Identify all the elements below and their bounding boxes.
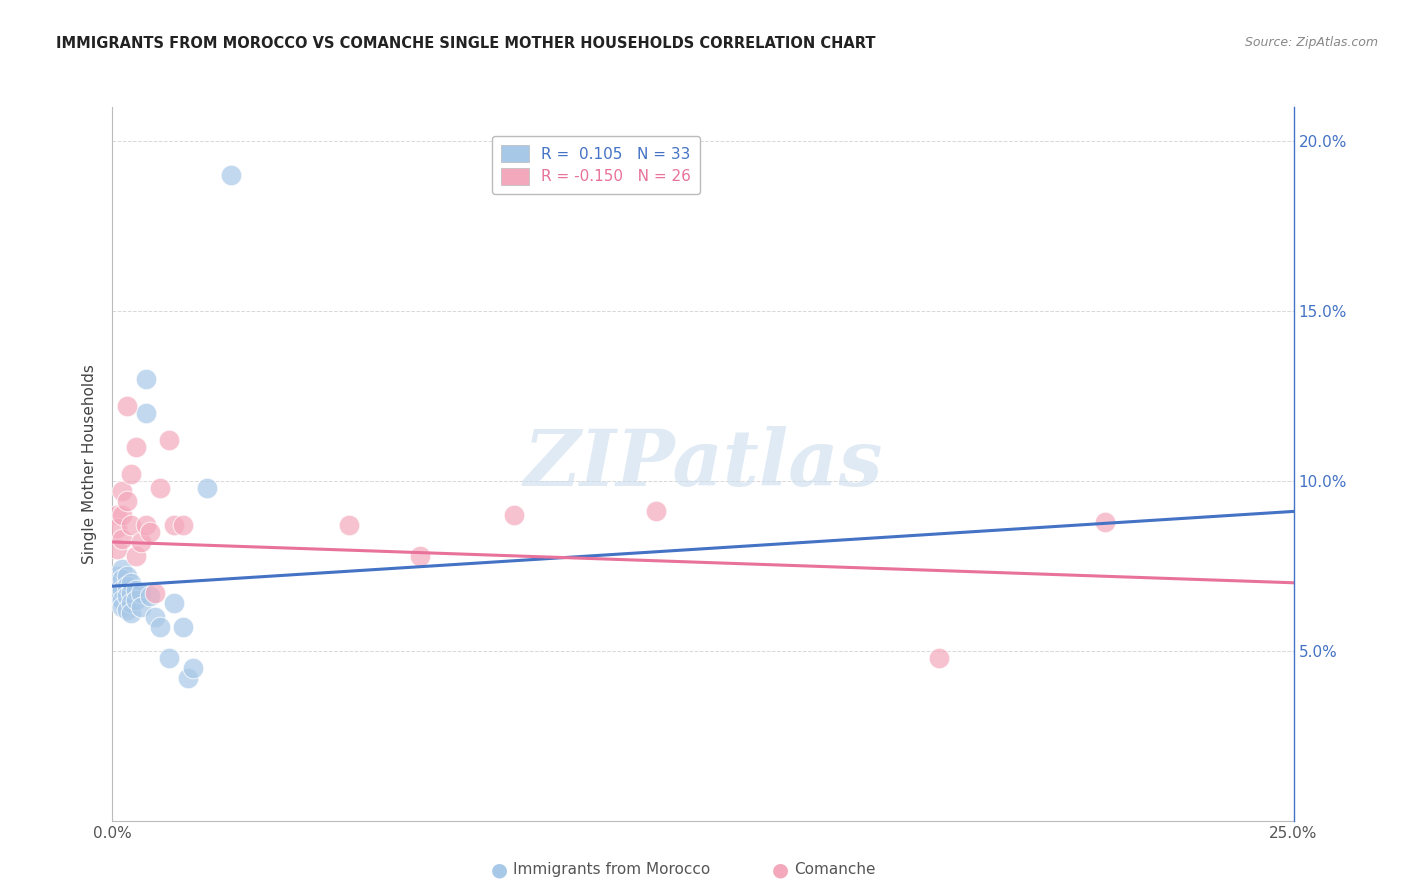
Point [115,590,138,604]
Point [120,607,142,621]
Point [111,562,134,576]
Point [111,573,134,587]
Point [120,596,142,610]
Point [111,582,134,597]
Point [105,569,128,583]
Text: IMMIGRANTS FROM MOROCCO VS COMANCHE SINGLE MOTHER HOUSEHOLDS CORRELATION CHART: IMMIGRANTS FROM MOROCCO VS COMANCHE SING… [56,36,876,51]
Text: ZIPatlas: ZIPatlas [523,425,883,502]
Point [172,620,194,634]
Point [172,518,194,533]
Point [139,524,162,539]
Text: ●: ● [772,860,789,880]
Point [503,508,526,522]
Point [125,440,148,454]
Point [105,541,128,556]
Point [157,433,180,447]
Point [111,532,134,546]
Point [105,508,128,522]
Point [115,399,138,413]
Point [115,579,138,593]
Point [129,535,152,549]
Point [105,590,128,604]
Point [115,603,138,617]
Point [928,650,950,665]
Point [111,483,134,498]
Point [105,521,128,535]
Point [337,518,360,533]
Point [195,481,218,495]
Point [105,575,128,590]
Point [115,569,138,583]
Point [177,671,200,685]
Point [105,582,128,597]
Point [135,518,157,533]
Point [135,372,157,386]
Point [143,586,166,600]
Point [139,590,162,604]
Point [135,406,157,420]
Point [163,518,186,533]
Point [120,575,142,590]
Text: Comanche: Comanche [794,863,876,877]
Point [125,592,148,607]
Point [125,549,148,563]
Point [120,467,142,481]
Point [149,481,172,495]
Point [157,650,180,665]
Point [1094,515,1116,529]
Text: ●: ● [491,860,508,880]
Text: Immigrants from Morocco: Immigrants from Morocco [513,863,710,877]
Y-axis label: Single Mother Households: Single Mother Households [82,364,97,564]
Text: Source: ZipAtlas.com: Source: ZipAtlas.com [1244,36,1378,49]
Point [149,620,172,634]
Point [111,508,134,522]
Point [115,494,138,508]
Point [143,609,166,624]
Point [120,586,142,600]
Point [163,596,186,610]
Point [120,518,142,533]
Point [219,168,242,182]
Point [111,599,134,614]
Point [125,582,148,597]
Point [644,504,666,518]
Point [181,661,204,675]
Point [111,592,134,607]
Point [129,599,152,614]
Legend: R =  0.105   N = 33, R = -0.150   N = 26: R = 0.105 N = 33, R = -0.150 N = 26 [492,136,700,194]
Point [129,586,152,600]
Point [408,549,430,563]
